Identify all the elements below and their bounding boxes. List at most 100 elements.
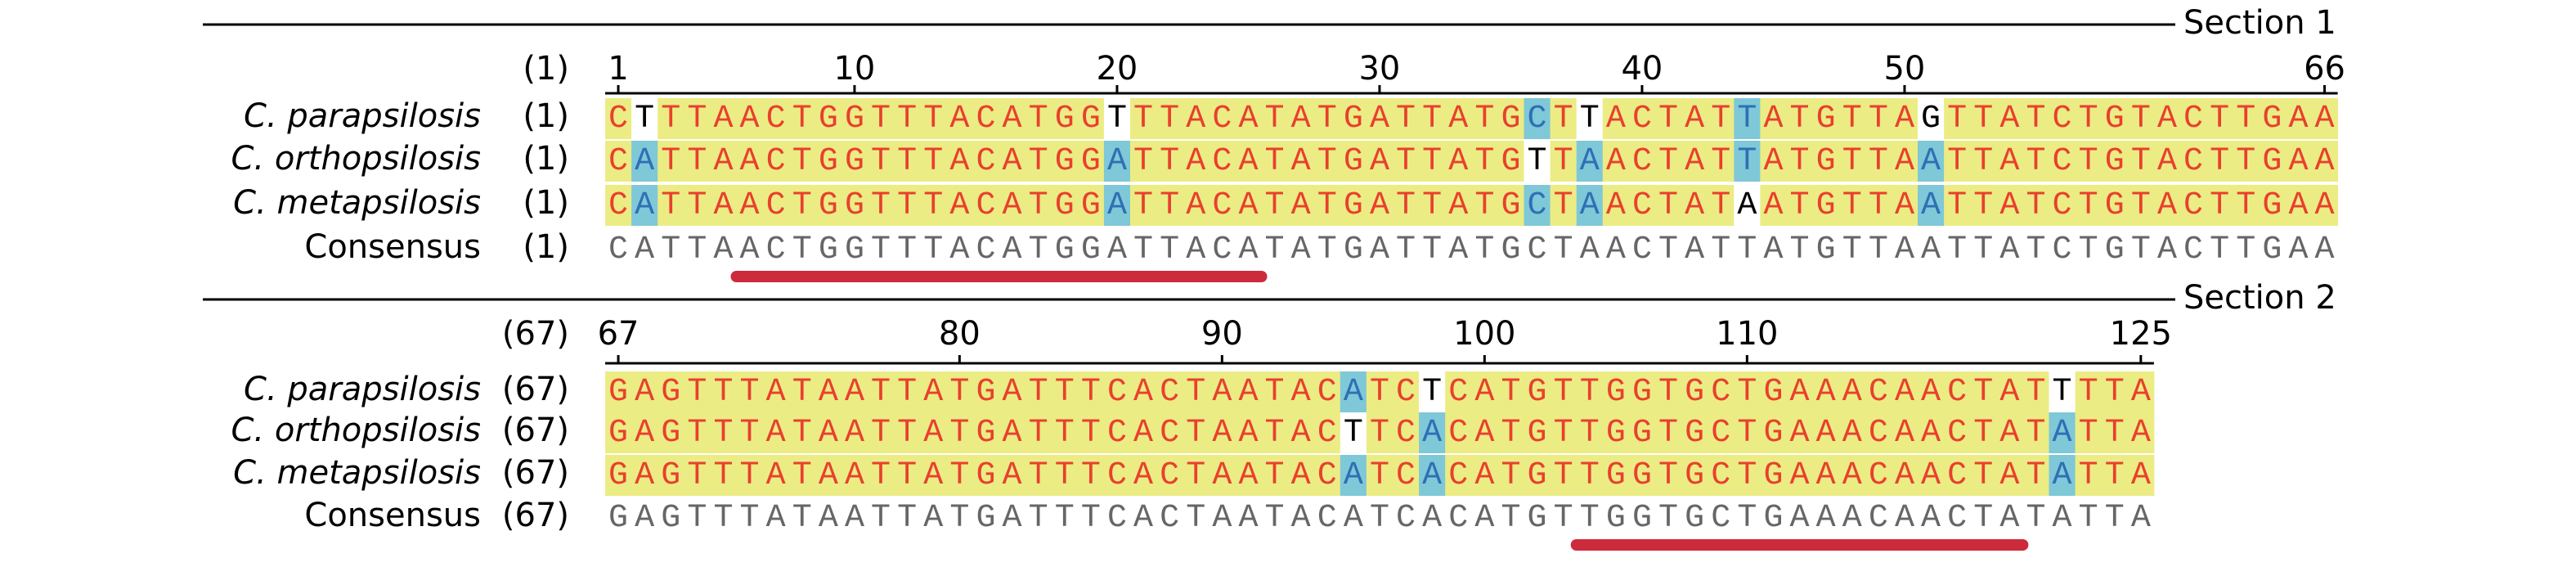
- residue-bg: [2049, 371, 2076, 412]
- residue-bg: [1313, 371, 1341, 412]
- residue-bg: [1156, 412, 1183, 453]
- residue-bg: [1918, 455, 1945, 496]
- residue-bg: [2311, 141, 2339, 182]
- residue-bg: [1419, 412, 1446, 453]
- residue-bg: [1393, 98, 1420, 139]
- residue-bg: [2311, 98, 2339, 139]
- residue-bg: [1865, 412, 1892, 453]
- residue-bg: [1524, 455, 1551, 496]
- residue-bg: [1313, 185, 1341, 226]
- residue-bg: [1576, 412, 1604, 453]
- residue-bg: [1891, 98, 1919, 139]
- residue-bg: [1156, 371, 1183, 412]
- residue-bg: [1156, 141, 1183, 182]
- residue-bg: [1602, 141, 1630, 182]
- residue-bg: [1130, 185, 1157, 226]
- ruler-tick-label: 67: [598, 315, 640, 353]
- residue-bg: [1576, 98, 1604, 139]
- residue-bg: [1708, 141, 1735, 182]
- residue-bg: [868, 455, 895, 496]
- residue-bg: [788, 185, 816, 226]
- residue-bg: [999, 412, 1026, 453]
- residue-bg: [1602, 371, 1630, 412]
- residue-bg: [2259, 185, 2286, 226]
- residue-bg: [815, 412, 842, 453]
- residue-bg: [1550, 371, 1577, 412]
- residue-bg: [1838, 371, 1866, 412]
- residue-bg: [605, 185, 632, 226]
- residue-bg: [1497, 455, 1524, 496]
- residue-bg: [762, 185, 790, 226]
- row-name: C. orthopsilosis: [231, 140, 481, 178]
- residue-bg: [1838, 412, 1866, 453]
- residue-bg: [1944, 98, 1971, 139]
- residue-bg: [1103, 98, 1131, 139]
- residue-bg: [1366, 371, 1393, 412]
- residue-bg: [2127, 412, 2155, 453]
- residue-bg: [972, 141, 999, 182]
- residue-bg: [920, 371, 947, 412]
- residue-bg: [1183, 412, 1209, 453]
- residue-bg: [2206, 141, 2233, 182]
- residue-bg: [1235, 98, 1262, 139]
- residue-bg: [1838, 98, 1866, 139]
- residue-bg: [2101, 98, 2129, 139]
- residue-bg: [788, 455, 816, 496]
- residue-bg: [1786, 412, 1814, 453]
- residue-bg: [631, 455, 658, 496]
- residue-bg: [1471, 371, 1498, 412]
- residue-bg: [1261, 98, 1289, 139]
- residue-bg: [1708, 455, 1735, 496]
- row-name: Consensus: [304, 228, 481, 266]
- residue-bg: [605, 455, 632, 496]
- residue-bg: [946, 371, 973, 412]
- residue-bg: [946, 412, 973, 453]
- residue-bg: [1655, 98, 1682, 139]
- residue-bg: [1209, 412, 1236, 453]
- residue-bg: [2049, 141, 2076, 182]
- residue-bg: [605, 371, 632, 412]
- residue-bg: [1655, 412, 1682, 453]
- residue-bg: [2101, 185, 2129, 226]
- residue-bg: [1471, 412, 1498, 453]
- residue-bg: [894, 371, 921, 412]
- residue-bg: [1156, 185, 1183, 226]
- residue-bg: [1970, 98, 1997, 139]
- residue-bg: [1393, 371, 1420, 412]
- residue-bg: [1419, 371, 1446, 412]
- residue-bg: [2101, 371, 2129, 412]
- residue-bg: [972, 185, 999, 226]
- residue-bg: [684, 412, 711, 453]
- residue-bg: [762, 98, 790, 139]
- residue-bg: [1156, 98, 1183, 139]
- residue-bg: [1156, 455, 1183, 496]
- residue-bg: [1471, 455, 1498, 496]
- row-start: (1): [523, 140, 569, 178]
- row-name: C. parapsilosis: [244, 97, 481, 135]
- ruler-tick-label: 125: [2110, 315, 2172, 353]
- residue-bg: [1734, 412, 1761, 453]
- residue-bg: [1445, 98, 1472, 139]
- residue-bg: [2049, 185, 2076, 226]
- residue-bg: [1287, 455, 1315, 496]
- residue-bg: [2127, 141, 2155, 182]
- residue-bg: [2075, 412, 2103, 453]
- residue-bg: [1025, 412, 1052, 453]
- residue-bg: [1655, 455, 1682, 496]
- residue-bg: [2049, 98, 2076, 139]
- residue-bg: [2206, 185, 2233, 226]
- residue-bg: [1261, 185, 1289, 226]
- residue-bg: [1681, 412, 1708, 453]
- residue-bg: [1681, 141, 1708, 182]
- residue-bg: [1655, 185, 1682, 226]
- residue-bg: [788, 371, 816, 412]
- residue-bg: [1077, 371, 1105, 412]
- residue-bg: [946, 185, 973, 226]
- residue-bg: [2153, 98, 2181, 139]
- residue-bg: [2233, 141, 2260, 182]
- residue-bg: [1865, 141, 1892, 182]
- residue-bg: [920, 98, 947, 139]
- residue-bg: [1313, 141, 1341, 182]
